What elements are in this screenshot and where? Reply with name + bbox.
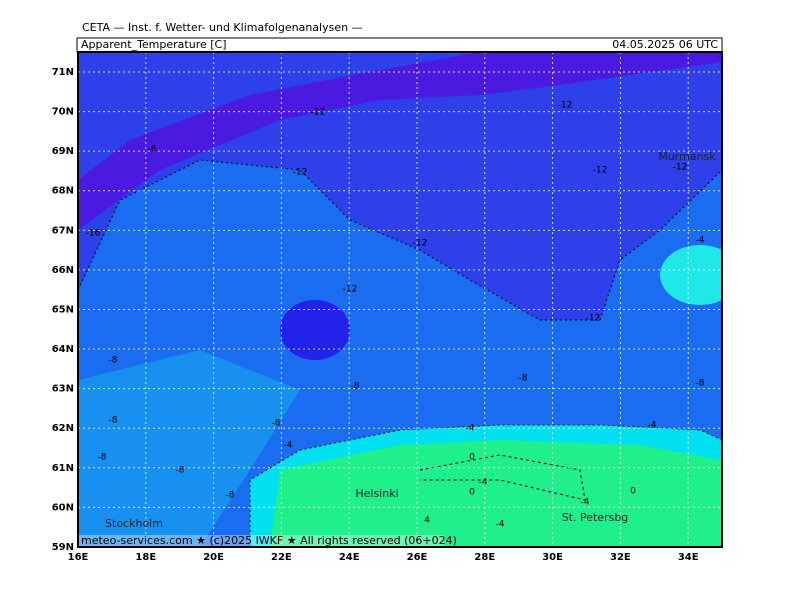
- map-title: Apparent_Temperature [C]: [81, 38, 227, 51]
- contour-label: -12: [593, 166, 608, 176]
- contour-label: -8: [519, 374, 528, 384]
- contour-label: -8: [109, 356, 118, 366]
- contour-label: -8: [148, 145, 157, 155]
- footer-bg: [79, 535, 444, 546]
- contour-label: 4: [424, 516, 430, 526]
- lon-label: 22E: [271, 552, 292, 563]
- lat-label: 68N: [52, 186, 74, 197]
- contour-label: -4: [466, 424, 475, 434]
- contour-label: -12: [293, 168, 308, 178]
- contour-label: -12: [673, 163, 688, 173]
- footer: meteo-services.com ★ (c)2025 IWKF ★ All …: [81, 534, 457, 547]
- lat-label: 67N: [52, 225, 74, 236]
- lon-label: 16E: [68, 552, 89, 563]
- contour-label: -8: [351, 382, 360, 392]
- city-label: Helsinki: [355, 487, 398, 500]
- contour-label: -4: [581, 498, 590, 508]
- lon-label: 28E: [474, 552, 495, 563]
- contour-label: -4: [284, 441, 293, 451]
- contour-label: -12: [343, 285, 358, 295]
- valid-time: 04.05.2025 06 UTC: [612, 38, 718, 51]
- lat-label: 63N: [52, 384, 74, 395]
- contour-label: 0: [469, 453, 475, 463]
- lat-label: 69N: [52, 146, 74, 157]
- lat-label: 65N: [52, 304, 74, 315]
- contour-label: -12: [586, 314, 601, 324]
- contour-label: -4: [496, 520, 505, 530]
- contour-label: -12: [311, 108, 326, 118]
- lon-label: 20E: [203, 552, 224, 563]
- contour-label: 0: [630, 487, 636, 497]
- frame: [77, 51, 723, 548]
- contour-label: -8: [696, 379, 705, 389]
- lon-label: 32E: [610, 552, 631, 563]
- lon-label: 26E: [407, 552, 428, 563]
- lat-label: 60N: [52, 502, 74, 513]
- lat-label: 70N: [52, 107, 74, 118]
- contour-label: -12: [558, 101, 573, 111]
- contour-label: -16: [86, 229, 101, 239]
- lat-label: 66N: [52, 265, 74, 276]
- city-label: Murmansk: [658, 150, 716, 163]
- contour-label: 0: [469, 488, 475, 498]
- contour-label: -4: [648, 421, 657, 431]
- lat-label: 71N: [52, 67, 74, 78]
- contour-label: -8: [176, 466, 185, 476]
- city-label: St. Petersbg: [562, 511, 629, 524]
- lat-label: 64N: [52, 344, 74, 355]
- lon-label: 18E: [135, 552, 156, 563]
- lon-label: 30E: [542, 552, 563, 563]
- contour-label: -4: [479, 478, 488, 488]
- lat-label: 62N: [52, 423, 74, 434]
- lat-label: 61N: [52, 463, 74, 474]
- lat-label: 59N: [52, 542, 74, 553]
- header-source: CETA — Inst. f. Wetter- und Klimafolgena…: [82, 21, 363, 34]
- field: [78, 52, 722, 547]
- lon-label: 34E: [678, 552, 699, 563]
- lon-label: 24E: [339, 552, 360, 563]
- contour-label: -8: [272, 419, 281, 429]
- contour-label: -8: [226, 491, 235, 501]
- city-label: Stockholm: [105, 517, 163, 530]
- contour-label: -8: [109, 416, 118, 426]
- contour-label: -8: [98, 453, 107, 463]
- contour-label: -4: [696, 236, 705, 246]
- contour-label: -12: [413, 239, 428, 249]
